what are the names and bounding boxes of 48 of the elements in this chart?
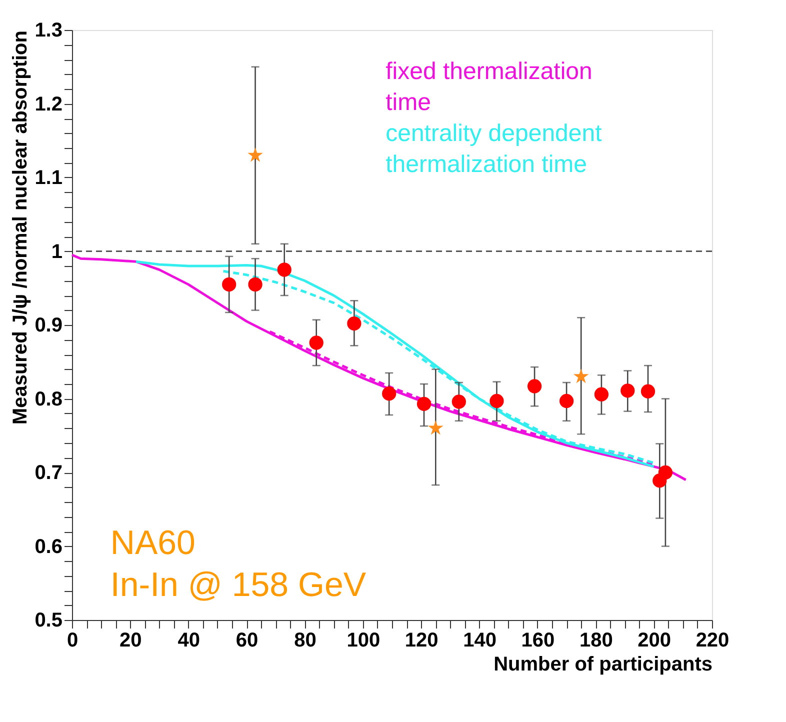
y-tick-label: 1.1 <box>34 167 62 189</box>
point <box>277 262 292 277</box>
point <box>382 386 396 401</box>
y-axis-title: Measured J/ψ /normal nuclear absorption <box>10 30 32 425</box>
x-tick-label: 160 <box>521 630 555 652</box>
point <box>527 379 542 394</box>
x-tick-label: 20 <box>120 630 142 652</box>
x-tick-label: 220 <box>696 630 730 652</box>
point <box>573 368 589 384</box>
x-tick-label: 180 <box>579 630 613 652</box>
x-tick-label: 100 <box>346 630 380 652</box>
line-series <box>268 330 656 466</box>
y-tick-label: 0.9 <box>34 314 62 336</box>
y-tick-label: 1.3 <box>34 20 62 42</box>
line-series <box>70 254 688 482</box>
x-tick-label: 80 <box>294 630 316 652</box>
point <box>347 316 362 331</box>
y-tick-label: 0.6 <box>34 536 62 558</box>
text: fixed thermalization time <box>386 58 592 116</box>
annotation: NA60 <box>110 524 196 562</box>
point <box>559 394 574 408</box>
y-tick-label: 0.8 <box>34 388 62 410</box>
point <box>309 336 324 350</box>
point <box>640 384 656 398</box>
point <box>428 420 444 435</box>
point <box>416 396 432 411</box>
y-tick-label: 1 <box>51 240 62 263</box>
point <box>452 394 466 409</box>
x-tick-label: 120 <box>404 630 438 652</box>
x-tick-label: 200 <box>638 630 672 652</box>
text: centrality dependent thermalization time <box>386 120 602 178</box>
point <box>620 384 635 398</box>
point <box>658 465 673 480</box>
point <box>594 387 609 402</box>
x-tick-label: 40 <box>178 630 200 652</box>
point <box>248 147 263 162</box>
line-series <box>134 260 656 468</box>
x-tick-label: 0 <box>66 630 78 652</box>
point <box>490 394 504 408</box>
y-tick-label: 1.2 <box>34 93 62 116</box>
x-tick-label: 140 <box>463 630 496 652</box>
x-tick-label: 60 <box>236 630 258 652</box>
y-tick-label: 0.5 <box>34 610 62 632</box>
x-axis-title: Number of participants <box>494 654 712 676</box>
point <box>248 277 262 292</box>
y-tick-label: 0.7 <box>34 462 62 484</box>
annotation: In-In @ 158 GeV <box>110 566 366 604</box>
point <box>222 277 236 292</box>
